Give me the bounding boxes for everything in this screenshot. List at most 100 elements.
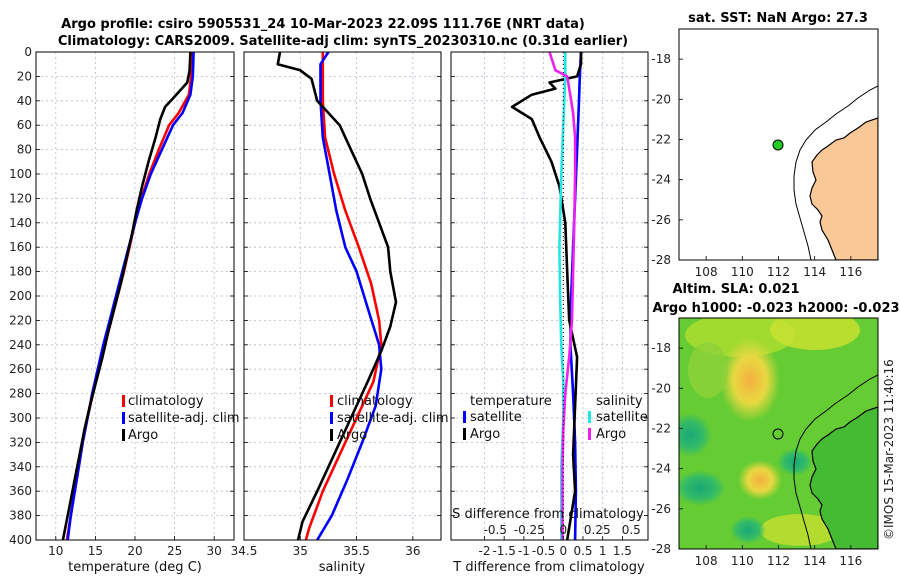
- y-tick-label: 160: [9, 240, 32, 254]
- series-group: [61, 52, 195, 540]
- sla-map-title-line1: Altim. SLA: 0.021: [673, 282, 800, 297]
- map-x-tick-label: 108: [695, 554, 718, 568]
- x-tick-label: 36: [405, 544, 420, 558]
- sla-blob: [730, 516, 766, 544]
- x-tick-label: 30: [207, 544, 222, 558]
- salinity-legend: climatology satellite-adj. clim Argo: [330, 394, 449, 443]
- top-x-tick-label: 0: [559, 523, 567, 537]
- series-line-argo: [276, 52, 398, 540]
- temperature-panel: 0 20 40 60 80 100 120 140 160 180 200 220 240 260 280 3…: [9, 45, 235, 558]
- map-y-tick-label: -28: [651, 542, 671, 556]
- top-x-tick-label: 0.5: [622, 523, 641, 537]
- map-y-tick-label: -18: [651, 341, 671, 355]
- sla-map-title-line2: Argo h1000: -0.023 h2000: -0.023: [652, 301, 899, 316]
- figure-title-line1: Argo profile: csiro 5905531_24 10-Mar-20…: [61, 17, 585, 32]
- map-y-tick-label: -22: [651, 132, 671, 146]
- map-y-tick-label: -18: [651, 52, 671, 66]
- legend-swatch-satellite: [122, 412, 125, 424]
- map-y-tick-label: -20: [651, 381, 671, 395]
- legend-swatch-climatology: [122, 395, 125, 407]
- x-tick-label: -0.5: [532, 544, 555, 558]
- legend-title-temperature: temperature: [470, 394, 552, 409]
- y-tick-label: 0: [24, 45, 32, 59]
- salinity-xlabel: salinity: [319, 560, 366, 575]
- legend-label: satellite-adj. clim: [337, 411, 449, 426]
- legend-swatch-s-argo: [588, 428, 591, 440]
- sla-blob: [688, 342, 728, 398]
- sla-map-bathymetry: [793, 374, 878, 549]
- legend-label: Argo: [596, 427, 626, 442]
- sla-blob: [720, 338, 780, 422]
- y-tick-label: 180: [9, 265, 32, 279]
- y-tick-label: 240: [9, 338, 32, 352]
- y-tick-label: 380: [9, 509, 32, 523]
- series-line-temperature-argo: [510, 52, 583, 540]
- difference-xlabel: T difference from climatology: [452, 560, 645, 575]
- difference-panel: -2 -1.5 -1 -0.5 0 0.5 1 1.5-0.5 -0.25 0 0.25 0.5: [450, 51, 649, 558]
- legend-swatch-satellite: [330, 412, 333, 424]
- map-x-tick-label: 108: [695, 265, 718, 279]
- series-line-argo: [61, 52, 192, 540]
- legend-swatch-argo: [122, 429, 125, 441]
- legend-label: satellite: [596, 410, 648, 425]
- sla-blob: [679, 413, 712, 457]
- sst-map-title: sat. SST: NaN Argo: 27.3: [688, 11, 868, 26]
- y-tick-label: 360: [9, 484, 32, 498]
- legend-label: Argo: [128, 428, 158, 443]
- series-group: [276, 52, 398, 540]
- map-x-tick-label: 114: [803, 554, 826, 568]
- map-x-tick-label: 110: [731, 554, 754, 568]
- y-tick-label: 280: [9, 387, 32, 401]
- legend-title-salinity: salinity: [596, 394, 643, 409]
- y-tick-label: 80: [17, 143, 32, 157]
- legend-label: satellite: [470, 410, 522, 425]
- legend-swatch-argo: [330, 429, 333, 441]
- top-x-tick-label: -0.5: [484, 523, 507, 537]
- difference-legend: temperature satellite Argo salinity sate…: [463, 394, 648, 442]
- y-tick-label: 400: [9, 533, 32, 547]
- map-y-tick-label: -22: [651, 421, 671, 435]
- legend-swatch-t-satellite: [463, 411, 466, 423]
- sst-map-land: [809, 117, 878, 260]
- map-x-tick-label: 116: [839, 554, 862, 568]
- x-tick-label: 10: [48, 544, 63, 558]
- legend-swatch-t-argo: [463, 428, 466, 440]
- map-y-tick-label: -24: [651, 173, 671, 187]
- x-tick-label: 20: [127, 544, 142, 558]
- legend-label: Argo: [337, 428, 367, 443]
- temperature-xlabel: temperature (deg C): [68, 560, 202, 575]
- x-tick-label: 0.5: [573, 544, 592, 558]
- sla-blob: [777, 448, 813, 476]
- map-y-tick-label: -28: [651, 253, 671, 267]
- top-x-tick-label: 0.25: [584, 523, 611, 537]
- axes-frame: [35, 51, 235, 541]
- sla-map: [679, 318, 878, 549]
- y-tick-label: 100: [9, 167, 32, 181]
- y-tick-label: 340: [9, 460, 32, 474]
- legend-label: climatology: [337, 394, 413, 409]
- x-tick-label: 34.5: [231, 544, 258, 558]
- axes-frame: [243, 51, 442, 541]
- legend-label: Argo: [470, 427, 500, 442]
- x-tick-label: -2: [479, 544, 491, 558]
- x-tick-label: 0: [559, 544, 567, 558]
- map-y-tick-label: -26: [651, 502, 671, 516]
- argo-location-marker: [772, 428, 784, 440]
- legend-label: climatology: [128, 394, 204, 409]
- x-tick-label: 35.5: [343, 544, 370, 558]
- y-tick-label: 220: [9, 313, 32, 327]
- map-ticks: 108 110 112 114 116 -18 -20 -22 -24 -26 -28 108 110 1…: [651, 52, 862, 568]
- legend-label: satellite-adj. clim: [128, 411, 240, 426]
- x-tick-label: -1: [518, 544, 530, 558]
- temperature-legend: climatology satellite-adj. clim Argo: [122, 394, 240, 443]
- imos-watermark: ©IMOS 15-Mar-2023 11:40:16: [882, 359, 896, 540]
- difference-top-xlabel: S difference from climatology: [452, 507, 644, 522]
- y-tick-label: 60: [17, 118, 32, 132]
- x-tick-label: 15: [88, 544, 103, 558]
- x-tick-label: -1.5: [492, 544, 515, 558]
- y-tick-label: 120: [9, 191, 32, 205]
- y-tick-label: 260: [9, 362, 32, 376]
- y-tick-label: 320: [9, 435, 32, 449]
- map-x-tick-label: 112: [767, 554, 790, 568]
- sst-map-bathymetry: [793, 85, 878, 260]
